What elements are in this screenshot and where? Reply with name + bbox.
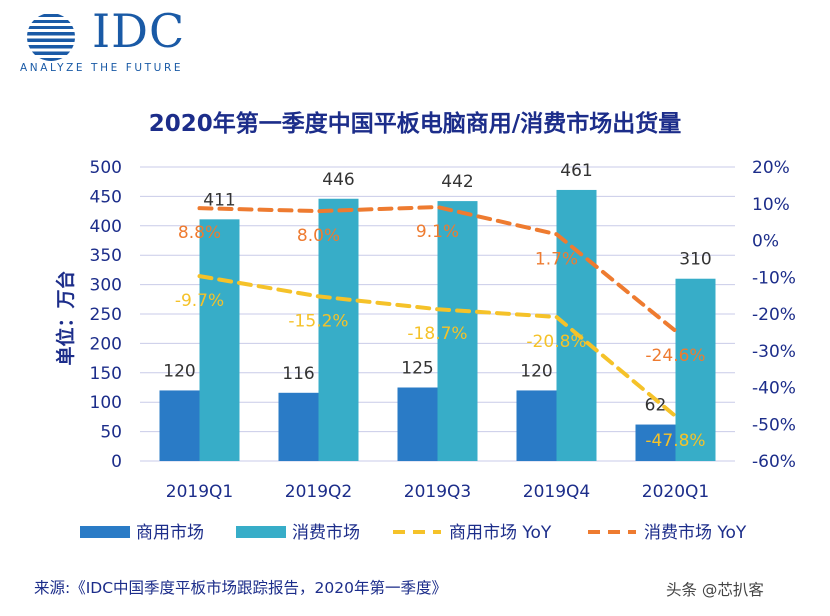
- idc-logo: [18, 12, 198, 76]
- y-tick-label: 350: [90, 246, 122, 266]
- x-tick-label: 2019Q3: [404, 482, 471, 502]
- watermark: 头条 @芯扒客: [666, 581, 764, 599]
- yoy-value-label: 1.7%: [535, 249, 578, 269]
- y-tick-label: 300: [90, 276, 122, 296]
- bar: [397, 387, 438, 461]
- bar-value-label: 461: [560, 161, 592, 181]
- bar-value-label: 411: [203, 190, 235, 210]
- yoy-value-label: 9.1%: [416, 222, 459, 242]
- x-tick-label: 2019Q1: [166, 482, 233, 502]
- logo-tagline: ANALYZE THE FUTURE: [20, 62, 184, 74]
- bar: [318, 198, 359, 461]
- legend-label: 消费市场: [292, 523, 360, 543]
- bar-value-label: 310: [679, 250, 711, 270]
- legend-label: 商用市场 YoY: [449, 523, 552, 543]
- yoy-value-label: -20.8%: [526, 332, 586, 352]
- y2-tick-label: -30%: [752, 342, 796, 362]
- y2-tick-label: -60%: [752, 452, 796, 472]
- legend-label: 商用市场: [136, 523, 204, 543]
- y2-tick-label: -50%: [752, 415, 796, 435]
- bar: [437, 201, 478, 461]
- y2-tick-label: 20%: [752, 158, 790, 178]
- y-tick-label: 450: [90, 187, 122, 207]
- y2-tick-label: 0%: [752, 232, 779, 252]
- bar-value-label: 120: [163, 361, 195, 381]
- y-tick-label: 150: [90, 364, 122, 384]
- yoy-value-label: -18.7%: [407, 324, 467, 344]
- bar: [635, 424, 676, 461]
- y-tick-label: 400: [90, 217, 122, 237]
- legend-swatch: [80, 526, 130, 538]
- y2-tick-label: 10%: [752, 195, 790, 215]
- bar-value-label: 120: [520, 361, 552, 381]
- bar: [199, 219, 240, 461]
- legend-label: 消费市场 YoY: [644, 523, 747, 543]
- yoy-value-label: -9.7%: [175, 291, 224, 311]
- bar: [556, 189, 597, 461]
- bar-value-label: 125: [401, 359, 433, 379]
- y2-tick-label: -20%: [752, 305, 796, 325]
- bar-value-label: 446: [322, 170, 354, 190]
- y-tick-label: 200: [90, 334, 122, 354]
- y2-tick-label: -40%: [752, 379, 796, 399]
- y-tick-label: 500: [90, 158, 122, 178]
- yoy-value-label: 8.8%: [178, 223, 221, 243]
- chart-title: 2020年第一季度中国平板电脑商用/消费市场出货量: [148, 111, 682, 137]
- y-tick-label: 0: [111, 452, 122, 472]
- bar: [516, 390, 557, 461]
- bar-value-label: 62: [645, 396, 667, 416]
- bar: [675, 278, 716, 461]
- x-tick-label: 2020Q1: [642, 482, 709, 502]
- legend-swatch: [236, 526, 286, 538]
- bar: [159, 390, 200, 461]
- bar: [278, 392, 319, 461]
- bar-value-label: 442: [441, 172, 473, 192]
- y-tick-label: 100: [90, 393, 122, 413]
- x-tick-label: 2019Q4: [523, 482, 590, 502]
- yoy-value-label: 8.0%: [297, 226, 340, 246]
- y-axis-title: 单位：万台: [54, 270, 77, 365]
- yoy-value-label: -24.6%: [645, 346, 705, 366]
- yoy-value-label: -47.8%: [645, 431, 705, 451]
- y2-tick-label: -10%: [752, 268, 796, 288]
- yoy-value-label: -15.2%: [288, 311, 348, 331]
- y-tick-label: 50: [100, 423, 122, 443]
- logo-wordmark: IDC: [92, 4, 186, 58]
- bar-value-label: 116: [282, 364, 314, 384]
- globe-icon: [27, 14, 75, 61]
- x-tick-label: 2019Q2: [285, 482, 352, 502]
- y-tick-label: 250: [90, 305, 122, 325]
- source-note: 来源:《IDC中国季度平板市场跟踪报告，2020年第一季度》: [34, 579, 447, 597]
